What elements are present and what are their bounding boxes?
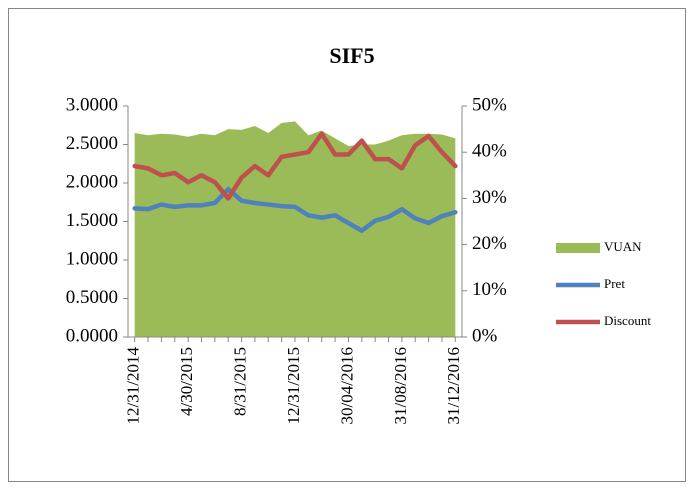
x-tick-label: 8/31/2015 xyxy=(230,347,249,416)
y-tick-label: 3.0000 xyxy=(66,94,118,115)
line xyxy=(132,131,458,201)
x-tick-label: 31/12/2016 xyxy=(444,347,463,424)
y-tick-label: 1.5000 xyxy=(66,210,118,231)
y2-tick-label: 0% xyxy=(472,325,498,346)
x-tick-label: 12/31/2015 xyxy=(284,347,303,424)
y2-tick-label: 50% xyxy=(472,94,507,115)
x-tick-label: 4/30/2015 xyxy=(177,347,196,416)
x-tick-label: 30/04/2016 xyxy=(337,347,356,424)
x-tick-label: 31/08/2016 xyxy=(391,347,410,424)
y2-tick-label: 10% xyxy=(472,279,507,300)
legend-label: VUAN xyxy=(604,239,642,254)
legend-label: Discount xyxy=(604,313,651,328)
y-tick-label: 2.0000 xyxy=(66,171,118,192)
legend-swatch xyxy=(556,243,600,253)
y-tick-label: 0.0000 xyxy=(66,325,118,346)
chart-title: SIF5 xyxy=(329,43,374,68)
area xyxy=(134,121,456,338)
y2-tick-label: 20% xyxy=(472,233,507,254)
y-tick-label: 2.5000 xyxy=(66,133,118,154)
x-tick-label: 12/31/2014 xyxy=(124,347,143,425)
line xyxy=(132,186,458,233)
y2-tick-label: 30% xyxy=(472,187,507,208)
y2-tick-label: 40% xyxy=(472,141,507,162)
y-tick-label: 1.0000 xyxy=(66,248,118,269)
legend-label: Pret xyxy=(604,276,625,291)
y-tick-label: 0.5000 xyxy=(66,287,118,308)
